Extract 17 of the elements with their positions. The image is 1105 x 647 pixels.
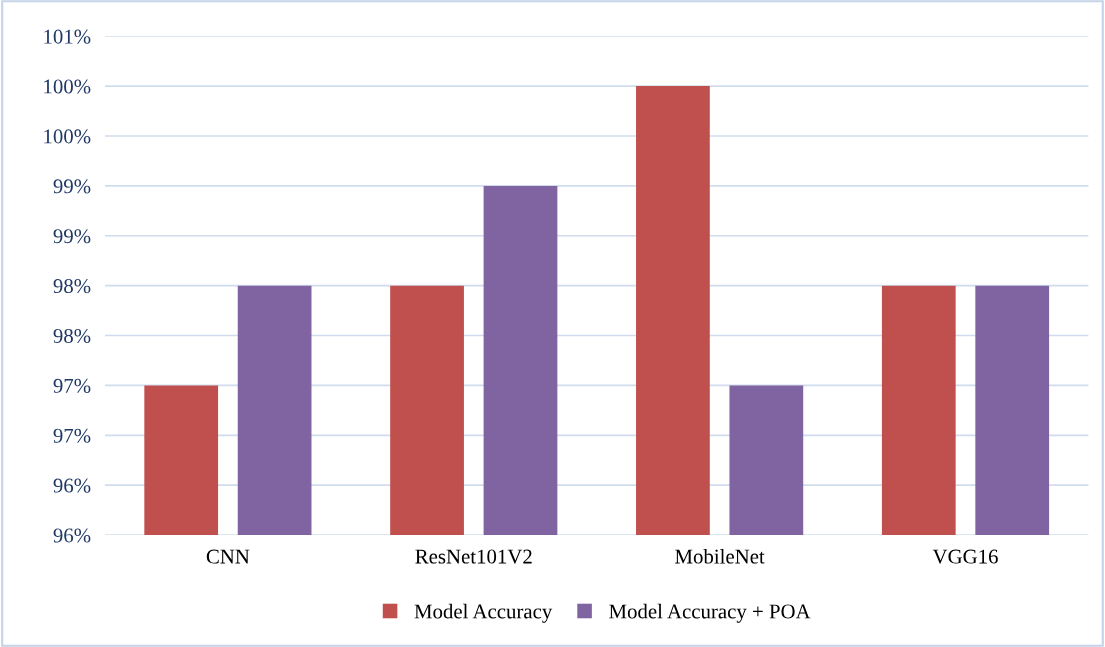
y-tick-label: 101% (44, 29, 91, 44)
x-tick-label: MobileNet (675, 548, 765, 564)
legend-label: Model Accuracy + POA (609, 603, 811, 623)
y-tick-label: 97% (53, 428, 91, 443)
y-tick-label: 97% (53, 378, 91, 393)
y-tick-label: 96% (53, 478, 91, 493)
y-tick-label: 99% (53, 229, 91, 244)
x-tick-label: CNN (206, 549, 250, 564)
legend-label: Model Accuracy (414, 603, 553, 623)
y-tick-label: 96% (53, 528, 91, 543)
x-tick-label: VGG16 (932, 549, 998, 564)
y-tick-label: 98% (53, 279, 91, 294)
y-tick-label: 99% (53, 179, 91, 194)
y-tick-label: 100% (44, 79, 91, 94)
x-tick-label: ResNet101V2 (415, 549, 532, 564)
y-tick-label: 100% (44, 129, 91, 144)
y-tick-label: 98% (53, 328, 91, 344)
